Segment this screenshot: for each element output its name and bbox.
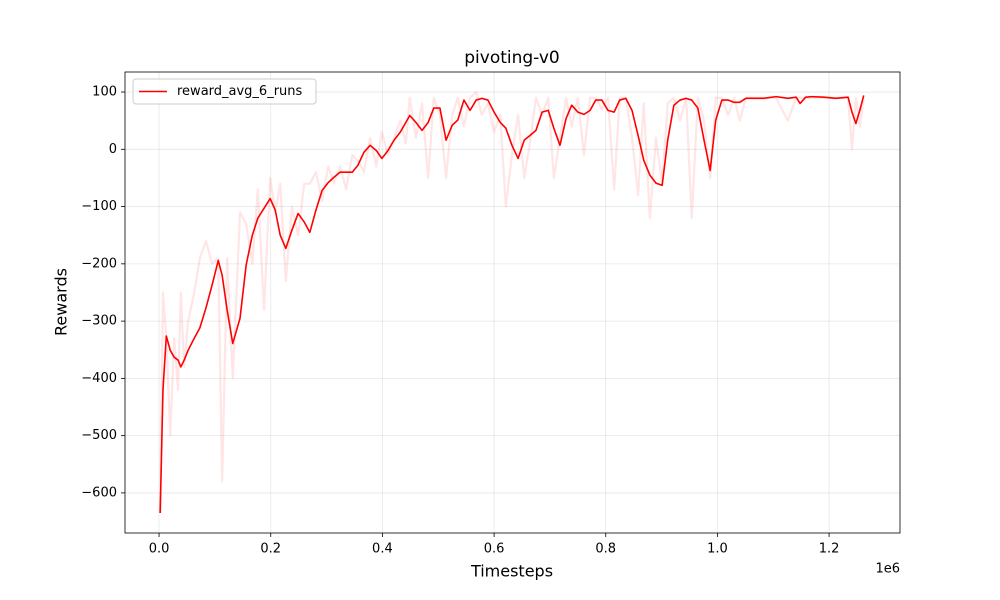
- y-tick-label: −200: [81, 256, 117, 271]
- y-tick-label: −300: [81, 314, 117, 329]
- legend-box: [132, 78, 317, 105]
- chart-title: pivoting-v0: [464, 48, 559, 68]
- x-tick-label: 1.2: [819, 542, 840, 557]
- legend: reward_avg_6_runs: [132, 78, 317, 105]
- x-axis-label: Timesteps: [470, 562, 553, 581]
- y-tick-label: −500: [81, 428, 117, 443]
- plot-area: [159, 90, 865, 513]
- y-tick-label: 0: [109, 142, 117, 157]
- x-tick-label: 1.0: [707, 542, 728, 557]
- ticks: 0.0 0.2 0.4 0.6 0.8 1.0 1.2 −600 −500 −400 −300 −20…: [81, 85, 839, 557]
- legend-label: reward_avg_6_runs: [177, 84, 303, 99]
- x-tick-label: 0.0: [149, 542, 170, 557]
- y-tick-label: −100: [81, 199, 117, 214]
- y-axis-label: Rewards: [52, 268, 71, 336]
- y-tick-label: −400: [81, 371, 117, 386]
- data-line: [159, 95, 865, 513]
- x-offset-label: 1e6: [875, 562, 900, 577]
- grid: [125, 72, 900, 533]
- x-tick-label: 0.2: [260, 542, 281, 557]
- x-tick-label: 0.4: [372, 542, 393, 557]
- y-tick-label: −600: [81, 485, 117, 500]
- y-tick-label: 100: [92, 85, 117, 100]
- x-tick-label: 0.8: [595, 542, 616, 557]
- axes-frame: [124, 71, 901, 534]
- x-tick-label: 0.6: [484, 542, 505, 557]
